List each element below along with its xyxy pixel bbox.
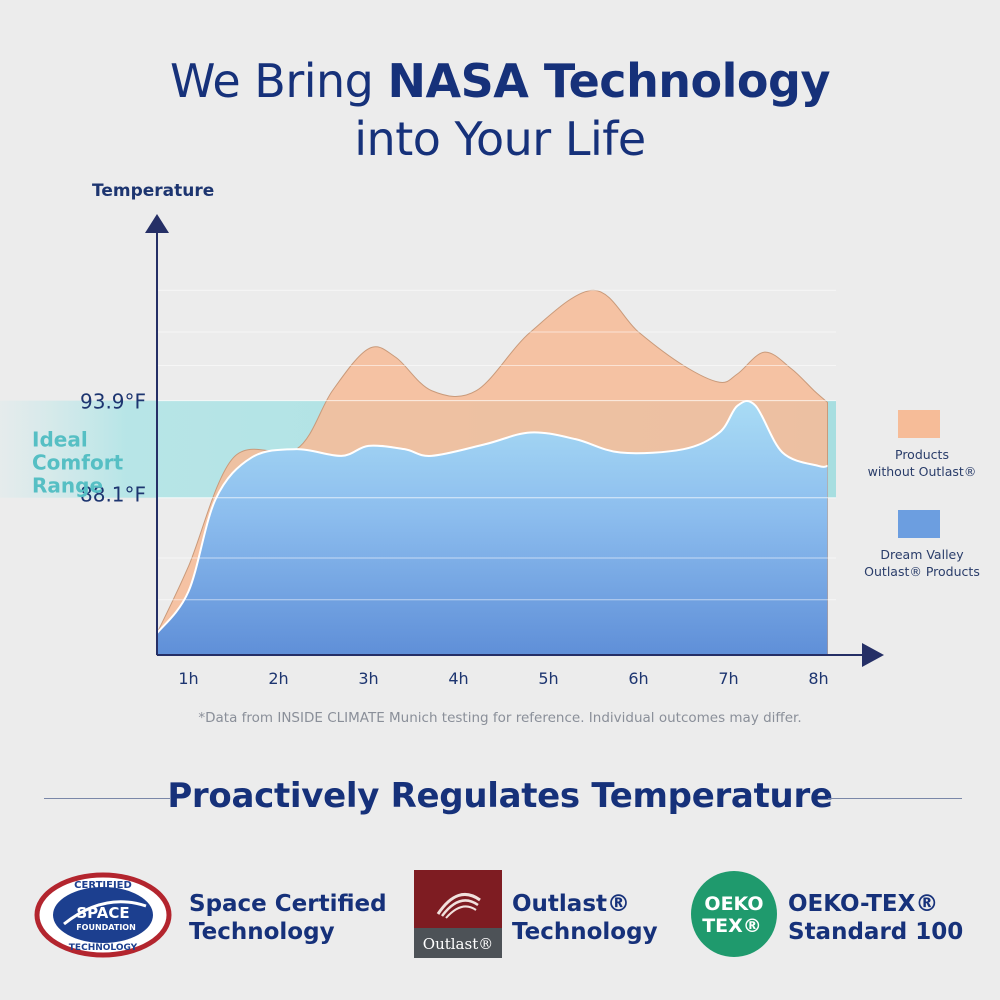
y-tick-label-high: 93.9°F <box>80 390 146 414</box>
x-axis-arrow-icon <box>862 643 884 667</box>
section-heading: Proactively Regulates Temperature <box>0 772 1000 828</box>
svg-text:SPACE: SPACE <box>76 904 129 922</box>
title-bold: NASA Technology <box>387 54 830 108</box>
divider-right <box>828 798 962 799</box>
divider-left <box>44 798 170 799</box>
badge-oeko-tex: OEKO-TEX® Standard 100 <box>788 891 964 945</box>
x-tick-label: 3h <box>358 669 378 688</box>
data-footnote: *Data from INSIDE CLIMATE Munich testing… <box>198 710 802 726</box>
badge-outlast: Outlast® Technology <box>512 891 658 945</box>
x-tick-label: 7h <box>718 669 738 688</box>
x-tick-label: 6h <box>628 669 648 688</box>
svg-text:CERTIFIED: CERTIFIED <box>74 880 132 891</box>
x-tick-label: 4h <box>448 669 468 688</box>
x-tick-label: 8h <box>808 669 828 688</box>
badge-space-certified: Space Certified Technology <box>189 891 387 945</box>
series-line-dream-valley <box>156 400 828 634</box>
y-tick-label-low: 88.1°F <box>80 483 146 507</box>
series-area-dream-valley <box>157 400 828 655</box>
svg-text:OEKO: OEKO <box>704 893 763 915</box>
oeko-tex-logo-icon: OEKO TEX® <box>691 871 777 957</box>
title-line2: into Your Life <box>354 112 646 166</box>
page-title: We Bring NASA Technology into Your Life <box>0 52 1000 168</box>
title-regular: We Bring <box>170 54 388 108</box>
legend-swatch-without-outlast <box>898 410 940 438</box>
x-tick-label: 2h <box>268 669 288 688</box>
svg-text:Outlast®: Outlast® <box>423 935 493 953</box>
legend-swatch-dream-valley <box>898 510 940 538</box>
outlast-logo-icon: Outlast® <box>414 870 502 958</box>
svg-text:TEX®: TEX® <box>702 915 762 937</box>
section-title: Proactively Regulates Temperature <box>167 776 833 816</box>
svg-text:TECHNOLOGY: TECHNOLOGY <box>69 943 138 953</box>
legend-label-without-outlast: Products without Outlast® <box>867 447 977 479</box>
x-tick-label: 5h <box>538 669 558 688</box>
y-axis-title: Temperature <box>92 181 214 201</box>
ideal-comfort-range-label: Ideal Comfort Range <box>32 428 124 498</box>
legend-label-dream-valley: Dream Valley Outlast® Products <box>864 547 980 579</box>
svg-text:FOUNDATION: FOUNDATION <box>76 923 136 932</box>
space-foundation-logo-icon: CERTIFIED SPACE FOUNDATION TECHNOLOGY <box>34 872 172 958</box>
y-axis-arrow-icon <box>145 214 169 233</box>
x-tick-label: 1h <box>178 669 198 688</box>
